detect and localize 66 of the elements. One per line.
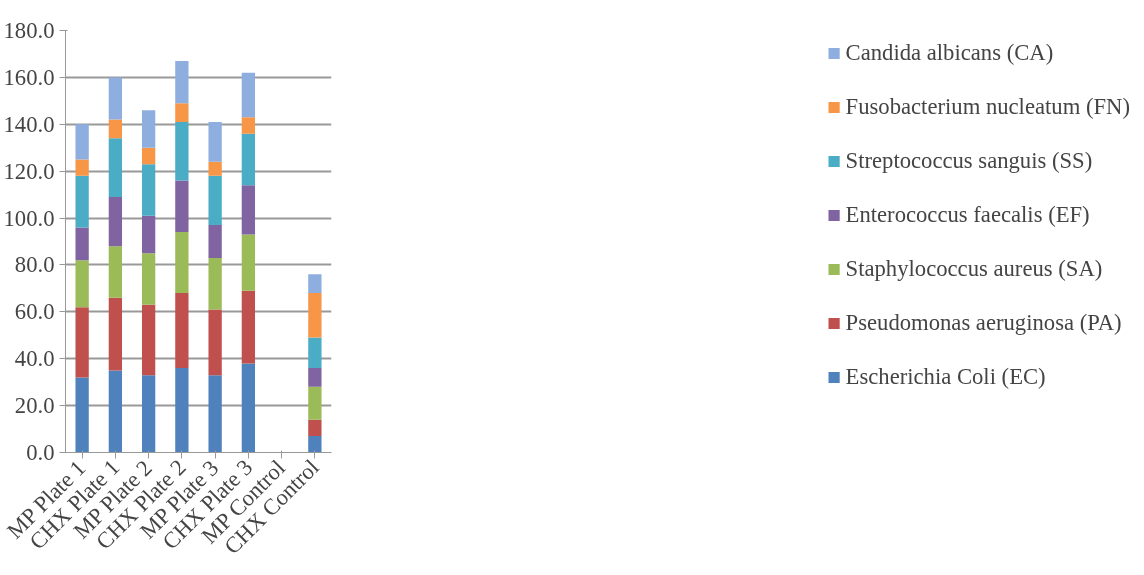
bar [308,368,322,387]
bar [141,110,156,148]
bar [141,147,156,165]
bar [108,138,123,197]
y-tick-label: 140.0 [3,111,55,137]
bar [75,159,89,176]
bar [241,363,256,453]
bar [175,293,189,369]
bar [75,377,89,453]
bar [208,257,222,310]
bar [75,227,89,261]
bar [141,253,156,305]
bar [141,164,156,216]
bar [175,121,189,181]
bar [75,307,89,378]
bar [241,72,256,118]
bar [308,274,322,294]
bar [208,375,222,453]
bar [308,419,322,437]
bar [108,196,123,247]
bar [208,121,222,162]
bar [108,370,123,453]
bar [175,60,189,104]
bar [241,234,256,291]
bar [175,103,189,122]
bar [75,260,89,308]
legend-label: Streptococcus sanguis (SS) [845,148,1093,174]
bar [308,436,322,453]
legend-label: Staphylococcus aureus (SA) [845,256,1103,282]
legend-label: Enterococcus faecalis (EF) [845,202,1090,228]
bar [241,290,256,364]
bar [241,117,256,134]
bar [308,293,322,338]
bar [141,375,156,453]
bar [208,309,222,376]
y-tick-label: 0.0 [26,440,55,465]
bar [108,77,123,120]
y-tick-label: 160.0 [3,64,55,90]
y-tick-label: 100.0 [3,205,55,231]
bar [141,215,156,254]
bar [208,225,222,258]
bar [75,124,89,160]
legend-label: Candida albicans (CA) [845,40,1054,66]
bar [208,161,222,176]
y-tick-label: 180.0 [3,18,55,43]
legend-label: Fusobacterium nucleatum (FN) [845,94,1130,120]
legend-label: Escherichia Coli (EC) [845,364,1046,390]
bar [241,133,256,186]
bar [75,175,89,228]
bar [108,297,123,371]
bar [175,232,189,294]
bar [241,185,256,235]
bar [108,119,123,139]
bar [308,386,322,420]
y-tick-label: 60.0 [14,299,55,325]
y-tick-label: 80.0 [14,252,55,278]
bar [308,337,322,369]
legend-label: Pseudomonas aeruginosa (PA) [845,310,1122,336]
bar [175,180,189,233]
y-tick-label: 120.0 [3,158,55,184]
y-tick-label: 40.0 [14,346,55,372]
y-tick-label: 20.0 [14,393,55,419]
bar [141,304,156,376]
bar [208,175,222,226]
bar [108,246,123,298]
bar [175,368,189,453]
